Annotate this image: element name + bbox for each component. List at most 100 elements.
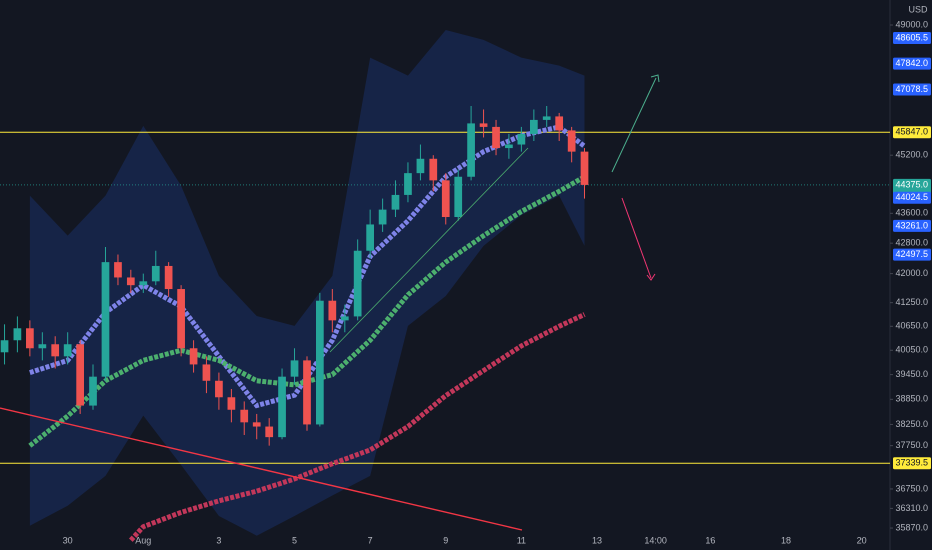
candle-body: [441, 180, 450, 218]
candle-body: [265, 426, 274, 438]
arrow: [621, 197, 652, 279]
y-tick-label: 42800.0: [895, 238, 928, 248]
currency-label: USD: [908, 4, 928, 14]
price-tag-label: 44375.0: [895, 179, 928, 189]
candle-body: [479, 123, 488, 127]
candle-body: [240, 409, 249, 423]
candle-body: [89, 376, 97, 406]
x-tick-label: 7: [368, 535, 373, 545]
candle-body: [0, 340, 9, 353]
price-tag: [893, 57, 931, 70]
candle-body: [567, 130, 576, 152]
candle-body: [189, 348, 198, 365]
x-tick-label: 16: [705, 535, 715, 545]
price-tag: [893, 457, 931, 470]
candle-body: [26, 328, 34, 349]
y-tick-label: 35870.0: [895, 522, 928, 532]
y-tick-label: 39450.0: [895, 369, 928, 379]
candle-body: [454, 176, 463, 218]
arrow: [611, 77, 657, 173]
candle-body: [38, 344, 47, 349]
candle-body: [63, 344, 72, 357]
candle-body: [303, 360, 311, 425]
price-tag-label: 44024.5: [895, 192, 928, 202]
price-tag: [893, 191, 931, 204]
drawings: [0, 74, 660, 531]
candle-body: [378, 209, 387, 225]
candle-body: [580, 151, 589, 185]
moving-average: [29, 124, 587, 409]
x-tick-label: 30: [63, 535, 73, 545]
candle-body: [101, 262, 110, 377]
arrow-head: [650, 74, 660, 83]
candle-body: [76, 344, 85, 406]
arrow-head: [646, 273, 656, 281]
y-tick-label: 45200.0: [895, 150, 928, 160]
price-tag-label: 48605.5: [895, 32, 928, 42]
price-tag: [893, 219, 931, 232]
candle-body: [227, 397, 236, 410]
price-tag-label: 47078.5: [895, 84, 928, 94]
trend-line: [329, 147, 529, 353]
x-tick-label: 5: [292, 535, 297, 545]
y-tick-label: 40650.0: [895, 321, 928, 331]
candle-body: [114, 262, 122, 278]
candle-body: [252, 422, 261, 427]
candle-body: [328, 300, 337, 321]
candle-body: [416, 158, 425, 174]
candle-body: [290, 360, 299, 377]
price-tag-label: 45847.0: [895, 127, 928, 137]
price-tag: [893, 83, 931, 96]
candle-body: [164, 265, 173, 290]
band-area: [29, 29, 585, 536]
x-tick-label: 20: [857, 535, 867, 545]
x-tick-label: 13: [592, 535, 602, 545]
candle-body: [202, 364, 211, 381]
y-tick-label: 42000.0: [895, 268, 928, 278]
candle-body: [126, 277, 135, 286]
candle-body: [51, 344, 60, 357]
y-tick-label: 40050.0: [895, 345, 928, 355]
candle-body: [505, 144, 513, 149]
moving-average: [128, 312, 586, 542]
y-tick-label: 49000.0: [895, 19, 928, 29]
x-tick-label: 11: [517, 535, 526, 545]
y-tick-label: 38250.0: [895, 419, 928, 429]
price-tag-label: 47842.0: [895, 58, 928, 68]
candle-body: [340, 316, 349, 321]
candle-body: [542, 116, 551, 120]
candle-body: [278, 376, 286, 438]
price-tag-label: 43261.0: [895, 220, 928, 230]
candle-body: [429, 158, 438, 181]
price-tag: [893, 32, 931, 45]
x-tick-label: 9: [443, 535, 448, 545]
candle-body: [555, 116, 564, 131]
moving-average: [28, 174, 586, 448]
y-tick-label: 41250.0: [895, 297, 928, 307]
x-tick-label: Aug: [135, 535, 151, 545]
trend-line: [0, 407, 523, 531]
candle-body: [151, 265, 160, 282]
candle-body: [391, 194, 400, 210]
price-tag-label: 37339.5: [895, 458, 928, 468]
candle-body: [13, 328, 22, 341]
x-tick-label: 14:00: [644, 535, 667, 545]
y-tick-label: 36750.0: [895, 483, 928, 493]
candle-body: [215, 380, 223, 398]
candle-body: [529, 119, 538, 134]
y-tick-label: 38850.0: [895, 394, 928, 404]
candle-body: [139, 281, 148, 286]
x-tick-label: 3: [216, 535, 221, 545]
y-tick-label: 36310.0: [895, 503, 928, 513]
candle-body: [177, 289, 185, 349]
y-tick-label: 43600.0: [895, 208, 928, 218]
plot: [0, 29, 890, 542]
candle-body: [467, 123, 475, 177]
candle-body: [492, 126, 500, 149]
x-tick-label: 18: [781, 535, 791, 545]
y-tick-label: 37750.0: [895, 440, 928, 450]
price-tag: [893, 126, 931, 139]
candle-body: [315, 300, 324, 425]
